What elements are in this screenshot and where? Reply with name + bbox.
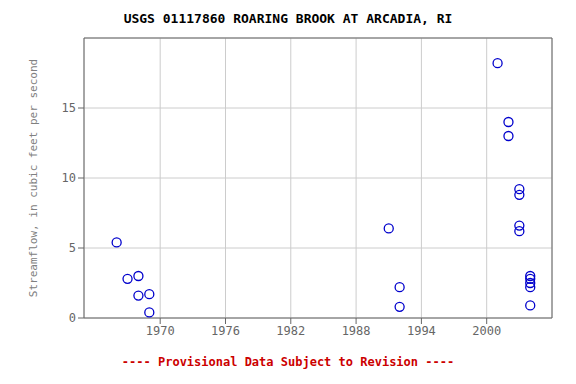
svg-text:15: 15 bbox=[62, 101, 76, 115]
svg-text:1970: 1970 bbox=[146, 324, 175, 338]
svg-text:1994: 1994 bbox=[407, 324, 436, 338]
svg-text:1982: 1982 bbox=[276, 324, 305, 338]
svg-text:2000: 2000 bbox=[472, 324, 501, 338]
svg-text:10: 10 bbox=[62, 171, 76, 185]
svg-text:1988: 1988 bbox=[342, 324, 371, 338]
svg-text:5: 5 bbox=[69, 241, 76, 255]
svg-text:1976: 1976 bbox=[211, 324, 240, 338]
svg-text:Streamflow, in cubic feet per: Streamflow, in cubic feet per second bbox=[27, 59, 40, 297]
html-text:---- Provisional Data Subject: ---- Provisional Data Subject to Revisio… bbox=[121, 355, 455, 369]
svg-text:0: 0 bbox=[69, 311, 76, 325]
html-text:USGS 01117860 ROARING BROOK AT: USGS 01117860 ROARING BROOK AT ARCADIA, … bbox=[123, 11, 453, 26]
